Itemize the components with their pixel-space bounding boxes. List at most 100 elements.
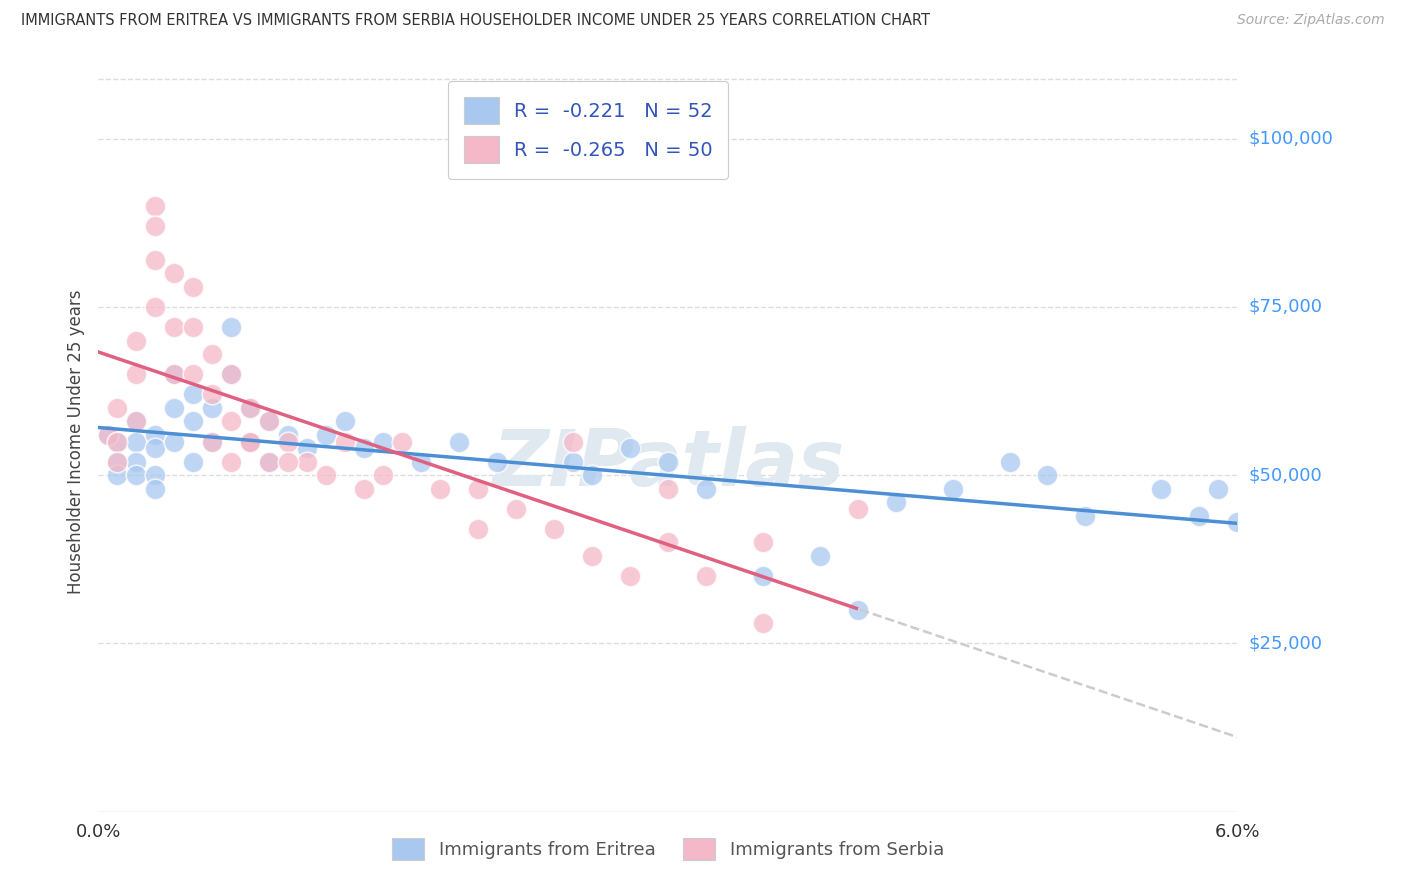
- Point: [221, 414, 243, 428]
- Point: [107, 401, 129, 415]
- Point: [107, 434, 129, 449]
- Point: [752, 535, 775, 549]
- Point: [562, 455, 585, 469]
- Point: [183, 455, 205, 469]
- Point: [125, 334, 148, 348]
- Point: [145, 219, 167, 234]
- Point: [201, 434, 224, 449]
- Point: [467, 522, 489, 536]
- Point: [998, 455, 1021, 469]
- Point: [846, 501, 869, 516]
- Point: [145, 442, 167, 456]
- Point: [808, 549, 831, 563]
- Text: $25,000: $25,000: [1249, 634, 1323, 652]
- Point: [163, 401, 186, 415]
- Point: [846, 603, 869, 617]
- Point: [163, 434, 186, 449]
- Point: [239, 401, 262, 415]
- Point: [239, 434, 262, 449]
- Point: [145, 482, 167, 496]
- Text: $75,000: $75,000: [1249, 298, 1323, 316]
- Point: [125, 414, 148, 428]
- Point: [695, 482, 717, 496]
- Point: [145, 468, 167, 483]
- Point: [183, 320, 205, 334]
- Text: $50,000: $50,000: [1249, 467, 1323, 484]
- Point: [353, 442, 375, 456]
- Point: [163, 320, 186, 334]
- Point: [411, 455, 433, 469]
- Point: [125, 368, 148, 382]
- Point: [277, 434, 299, 449]
- Text: $100,000: $100,000: [1249, 129, 1333, 148]
- Point: [657, 455, 679, 469]
- Point: [1226, 516, 1249, 530]
- Point: [201, 434, 224, 449]
- Point: [163, 368, 186, 382]
- Point: [239, 434, 262, 449]
- Point: [277, 427, 299, 442]
- Point: [107, 468, 129, 483]
- Point: [221, 320, 243, 334]
- Point: [221, 368, 243, 382]
- Point: [315, 468, 337, 483]
- Point: [1150, 482, 1173, 496]
- Point: [695, 569, 717, 583]
- Point: [259, 414, 281, 428]
- Point: [201, 347, 224, 361]
- Point: [183, 368, 205, 382]
- Point: [1036, 468, 1059, 483]
- Point: [752, 569, 775, 583]
- Text: Source: ZipAtlas.com: Source: ZipAtlas.com: [1237, 13, 1385, 28]
- Point: [163, 266, 186, 280]
- Point: [335, 414, 357, 428]
- Point: [543, 522, 565, 536]
- Point: [1208, 482, 1230, 496]
- Point: [125, 455, 148, 469]
- Point: [315, 427, 337, 442]
- Point: [277, 455, 299, 469]
- Point: [942, 482, 965, 496]
- Point: [297, 455, 319, 469]
- Point: [97, 427, 120, 442]
- Point: [239, 401, 262, 415]
- Point: [752, 616, 775, 631]
- Point: [505, 501, 527, 516]
- Point: [371, 468, 394, 483]
- Point: [619, 569, 641, 583]
- Point: [562, 434, 585, 449]
- Point: [107, 455, 129, 469]
- Point: [145, 252, 167, 267]
- Point: [429, 482, 451, 496]
- Point: [657, 482, 679, 496]
- Point: [163, 368, 186, 382]
- Point: [581, 549, 603, 563]
- Point: [183, 414, 205, 428]
- Point: [183, 279, 205, 293]
- Point: [239, 434, 262, 449]
- Point: [145, 300, 167, 314]
- Text: IMMIGRANTS FROM ERITREA VS IMMIGRANTS FROM SERBIA HOUSEHOLDER INCOME UNDER 25 YE: IMMIGRANTS FROM ERITREA VS IMMIGRANTS FR…: [21, 13, 931, 29]
- Y-axis label: Householder Income Under 25 years: Householder Income Under 25 years: [66, 289, 84, 594]
- Point: [221, 368, 243, 382]
- Point: [125, 414, 148, 428]
- Legend: Immigrants from Eritrea, Immigrants from Serbia: Immigrants from Eritrea, Immigrants from…: [382, 830, 953, 870]
- Point: [449, 434, 471, 449]
- Point: [353, 482, 375, 496]
- Point: [259, 455, 281, 469]
- Point: [145, 199, 167, 213]
- Point: [581, 468, 603, 483]
- Point: [201, 401, 224, 415]
- Point: [107, 455, 129, 469]
- Point: [884, 495, 907, 509]
- Point: [657, 535, 679, 549]
- Point: [259, 414, 281, 428]
- Point: [1188, 508, 1211, 523]
- Point: [297, 442, 319, 456]
- Point: [371, 434, 394, 449]
- Point: [125, 434, 148, 449]
- Point: [259, 455, 281, 469]
- Point: [201, 387, 224, 401]
- Point: [486, 455, 509, 469]
- Point: [391, 434, 413, 449]
